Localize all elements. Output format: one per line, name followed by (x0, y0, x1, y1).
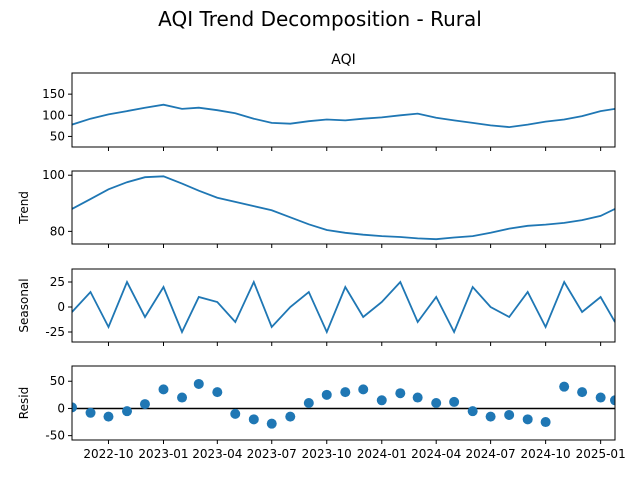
x-tick-label: 2023-07 (247, 447, 297, 461)
panel-1: 50 100 150 AQI (42, 52, 616, 151)
resid-point (504, 409, 515, 420)
axes-frame (71, 365, 616, 441)
resid-point (358, 384, 369, 395)
figure-title: AQI Trend Decomposition - Rural (158, 7, 482, 31)
x-tick-label: 2023-01 (138, 447, 188, 461)
resid-point (103, 411, 114, 422)
y-tick-label: 80 (50, 224, 65, 238)
resid-point (559, 381, 570, 392)
resid-point (285, 411, 296, 422)
x-tick-label: 2023-10 (302, 447, 352, 461)
resid-point (485, 411, 496, 422)
x-tick-label: 2022-10 (83, 447, 133, 461)
panel-title: AQI (331, 52, 355, 68)
resid-point (431, 398, 442, 408)
y-tick-label: 0 (57, 300, 65, 314)
axes-frame (71, 170, 616, 245)
resid-point (85, 407, 96, 418)
series-line (72, 279, 615, 335)
y-axis-label: Resid (17, 387, 31, 419)
x-tick-label: 2024-07 (466, 447, 516, 461)
axes-frame (71, 268, 616, 343)
resid-point (412, 392, 423, 403)
panel-2: 80 100 Trend (17, 168, 616, 248)
y-tick-label: 100 (42, 108, 65, 122)
x-tick-label: 2023-04 (192, 447, 242, 461)
resid-point (577, 387, 588, 398)
y-tick-label: 50 (50, 374, 65, 388)
resid-point (139, 399, 150, 410)
panel-4: -50 0 50 2022-10 2023-01 2023-04 2023-07 2023-1… (17, 365, 626, 461)
y-axis-label: Trend (17, 191, 31, 225)
resid-point (72, 402, 77, 413)
x-tick-label: 2024-10 (521, 447, 571, 461)
y-axis-label: Seasonal (17, 278, 31, 332)
y-tick-label: 25 (50, 275, 65, 289)
y-tick-label: -25 (45, 325, 65, 339)
resid-point (340, 387, 351, 398)
resid-point (248, 414, 259, 425)
panel-3: -25 0 25 Seasonal (17, 268, 616, 346)
resid-point (449, 396, 460, 407)
resid-point (321, 389, 332, 400)
resid-point (212, 387, 223, 398)
resid-point (303, 398, 314, 408)
series-line (72, 103, 615, 129)
resid-point (122, 406, 133, 417)
y-tick-label: -50 (45, 429, 65, 443)
resid-point (610, 395, 615, 406)
resid-point (395, 388, 406, 399)
x-tick-label: 2024-04 (411, 447, 461, 461)
resid-point (230, 408, 241, 419)
axes-frame (71, 72, 616, 148)
resid-point (158, 384, 169, 395)
y-tick-label: 150 (42, 87, 65, 101)
x-tick-label: 2024-01 (357, 447, 407, 461)
resid-point (376, 395, 387, 406)
resid-point (467, 406, 478, 417)
y-tick-label: 0 (57, 401, 65, 415)
resid-point (193, 378, 204, 389)
series-line (72, 175, 615, 241)
resid-point (177, 392, 188, 403)
resid-point (266, 418, 277, 429)
resid-point (540, 417, 551, 428)
resid-point (595, 392, 606, 403)
resid-point (522, 414, 533, 425)
y-tick-label: 100 (42, 168, 65, 182)
y-tick-label: 50 (50, 129, 65, 143)
x-tick-label: 2025-01 (576, 447, 626, 461)
